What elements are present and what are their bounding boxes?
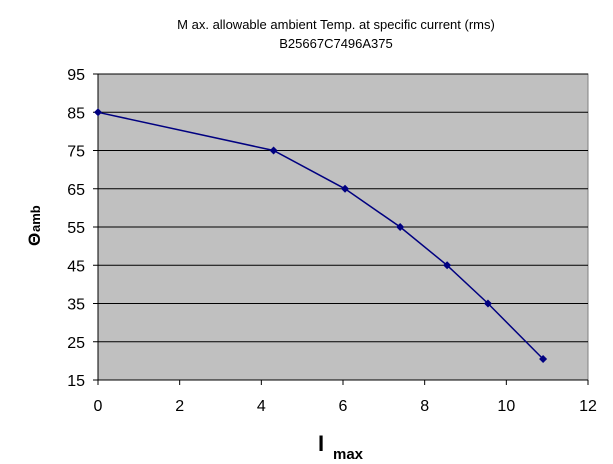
x-axis-label: I max bbox=[318, 431, 364, 463]
x-tick-label-3: 6 bbox=[339, 398, 348, 415]
y-axis-label: Θ amb bbox=[25, 205, 44, 246]
y-axis-label-main: Θ bbox=[25, 233, 44, 246]
x-tick-label-1: 2 bbox=[175, 398, 184, 415]
chart-title: M ax. allowable ambient Temp. at specifi… bbox=[177, 17, 495, 32]
x-tick-label-6: 12 bbox=[579, 398, 597, 415]
x-tick-label-2: 4 bbox=[257, 398, 266, 415]
y-tick-label-0: 15 bbox=[67, 373, 85, 390]
x-axis-label-main: I bbox=[318, 431, 324, 456]
y-tick-label-4: 55 bbox=[67, 220, 85, 237]
y-tick-label-1: 25 bbox=[67, 335, 85, 352]
x-axis-label-sub: max bbox=[333, 446, 364, 463]
y-tick-label-3: 45 bbox=[67, 258, 85, 275]
y-tick-label-6: 75 bbox=[67, 144, 85, 161]
x-tick-label-5: 10 bbox=[497, 398, 515, 415]
x-tick-label-4: 8 bbox=[420, 398, 429, 415]
y-tick-label-2: 35 bbox=[67, 297, 85, 314]
x-tick-label-0: 0 bbox=[94, 398, 103, 415]
y-axis-label-sub: amb bbox=[28, 205, 43, 232]
y-tick-label-8: 95 bbox=[67, 67, 85, 84]
x-tick-labels: 0 2 4 6 8 10 12 bbox=[94, 398, 597, 415]
y-tick-label-5: 65 bbox=[67, 182, 85, 199]
y-tick-label-7: 85 bbox=[67, 105, 85, 122]
chart-subtitle: B25667C7496A375 bbox=[279, 36, 393, 51]
y-tick-labels: 15 25 35 45 55 65 75 85 95 bbox=[67, 67, 85, 390]
